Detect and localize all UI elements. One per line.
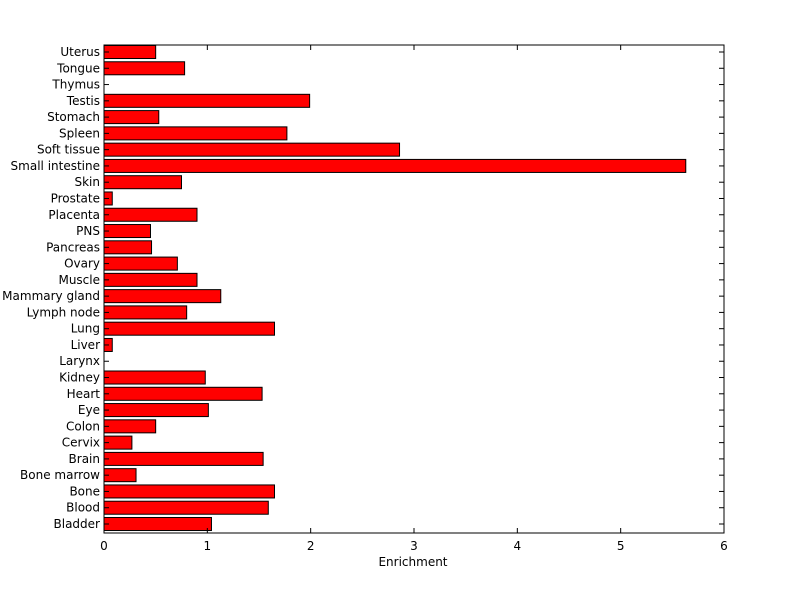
y-tick-label: Lymph node [27,305,100,319]
y-tick-label: Soft tissue [37,143,100,157]
y-tick-label: Blood [66,501,100,515]
y-tick-label: Mammary gland [2,289,100,303]
plot-area [104,45,724,533]
y-tick-label: Liver [71,338,101,352]
bar-pancreas [103,240,153,255]
y-tick-label: Cervix [62,436,100,450]
bar-testis [103,93,311,108]
y-tick-label: Kidney [59,371,100,385]
y-tick-label: Spleen [59,126,100,140]
x-tick-label: 4 [514,539,522,553]
bar-mammary-gland [103,289,222,304]
bar-kidney [103,370,206,385]
bar-lymph-node [103,305,188,320]
y-tick-label: Muscle [58,273,100,287]
bar-pns [103,224,151,239]
bar-stomach [103,110,160,125]
bar-eye [103,403,209,418]
bar-colon [103,419,157,434]
bar-blood [103,500,269,515]
y-tick-label: Small intestine [11,159,100,173]
y-tick-label: Prostate [51,191,100,205]
y-tick-label: PNS [76,224,100,238]
x-tick-label: 1 [204,539,212,553]
bar-placenta [103,207,198,222]
bar-skin [103,175,182,190]
bar-lung [103,321,275,336]
x-tick-label: 3 [410,539,418,553]
x-tick-label: 6 [720,539,728,553]
x-tick-group: 0 1 2 3 4 5 6 [100,45,728,553]
bar-bladder [103,516,212,532]
y-tick-label: Larynx [59,354,100,368]
y-tick-label: Eye [78,403,100,417]
bar-ovary [103,256,178,271]
bar-tongue [103,61,186,76]
y-tick-label: Bone [69,484,100,498]
bar-bone [103,484,275,499]
y-tick-label: Bone marrow [20,468,100,482]
x-tick-label: 5 [617,539,625,553]
y-tick-group: Bladder Blood Bone Bone marrow Brain Cervix Co… [2,45,724,531]
y-tick-label: Stomach [47,110,100,124]
bar-soft-tissue [103,142,401,157]
y-tick-label: Colon [66,419,100,433]
x-tick-label: 2 [307,539,315,553]
bar-heart [103,386,263,401]
y-tick-label: Testis [66,94,100,108]
bar-brain [103,451,264,466]
y-tick-label: Ovary [64,257,100,271]
y-tick-label: Tongue [56,61,100,75]
bar-spleen [103,126,288,141]
y-tick-label: Uterus [60,45,100,59]
y-tick-label: Heart [67,387,101,401]
y-tick-label: Skin [74,175,100,189]
y-tick-label: Pancreas [46,240,100,254]
y-tick-label: Placenta [48,208,100,222]
bar-uterus [103,44,157,60]
bar-muscle [103,272,198,287]
x-tick-label: 0 [100,539,108,553]
y-tick-label: Thymus [51,78,100,92]
x-axis-label: Enrichment [378,555,447,569]
bar-small-intestine [103,158,687,173]
y-tick-label: Bladder [54,517,101,531]
y-tick-label: Brain [69,452,100,466]
y-tick-label: Lung [71,322,100,336]
plot-frame [103,44,725,534]
